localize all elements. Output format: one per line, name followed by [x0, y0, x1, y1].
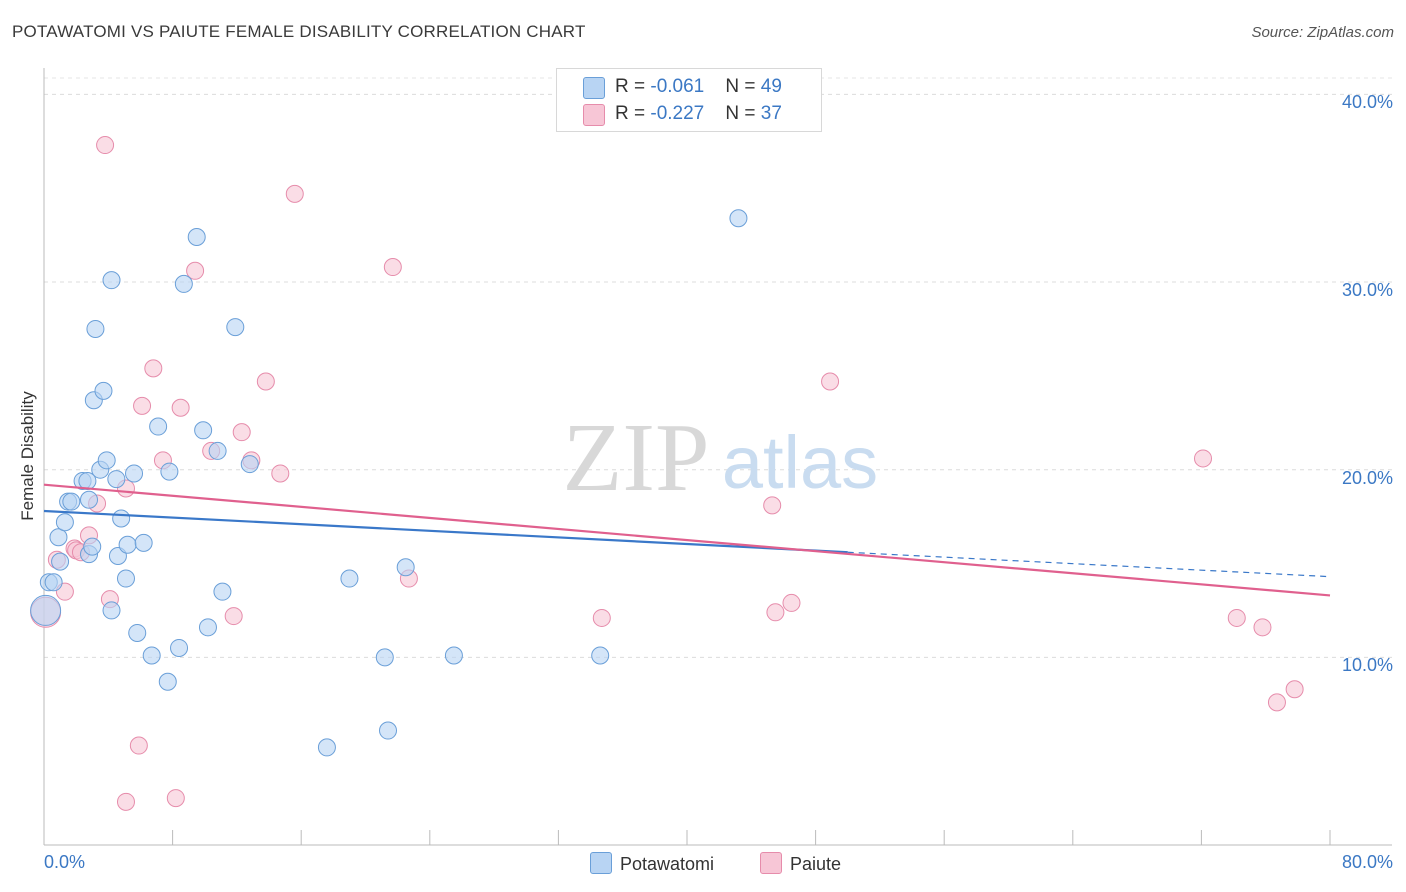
potawatomi-point — [199, 619, 216, 636]
y-tick-label: 40.0% — [1342, 92, 1393, 113]
potawatomi-point — [341, 570, 358, 587]
potawatomi-point — [31, 595, 61, 625]
potawatomi-point — [143, 647, 160, 664]
potawatomi-point — [108, 471, 125, 488]
potawatomi-trend-extension — [848, 552, 1330, 576]
paiute-point — [145, 360, 162, 377]
paiute-point — [134, 397, 151, 414]
paiute-legend-label: Paiute — [790, 854, 841, 874]
x-tick-max: 80.0% — [1342, 852, 1393, 873]
potawatomi-point — [159, 673, 176, 690]
r-label: R = — [615, 76, 650, 97]
potawatomi-point — [161, 463, 178, 480]
potawatomi-point — [195, 422, 212, 439]
y-tick-label: 10.0% — [1342, 655, 1393, 676]
potawatomi-point — [209, 442, 226, 459]
paiute-point — [1254, 619, 1271, 636]
potawatomi-point — [87, 320, 104, 337]
potawatomi-point — [376, 649, 393, 666]
potawatomi-point — [445, 647, 462, 664]
potawatomi-point — [81, 491, 98, 508]
potawatomi-point — [592, 647, 609, 664]
potawatomi-swatch — [583, 77, 605, 99]
potawatomi-point — [98, 452, 115, 469]
potawatomi-point — [318, 739, 335, 756]
gridlines — [44, 78, 1392, 657]
paiute-point — [1195, 450, 1212, 467]
paiute-point — [257, 373, 274, 390]
paiute-point — [1268, 694, 1285, 711]
potawatomi-point — [175, 275, 192, 292]
paiute-point — [225, 608, 242, 625]
potawatomi-point — [119, 536, 136, 553]
paiute-point — [767, 604, 784, 621]
potawatomi-point — [117, 570, 134, 587]
paiute-point — [272, 465, 289, 482]
paiute-point — [172, 399, 189, 416]
watermark-atlas: atlas — [722, 421, 878, 504]
r-value-paiute: -0.227 — [650, 103, 704, 124]
n-label: N = — [725, 76, 760, 97]
potawatomi-point — [214, 583, 231, 600]
r-label: R = — [615, 103, 650, 124]
potawatomi-point — [150, 418, 167, 435]
x-tick-min: 0.0% — [44, 852, 85, 873]
potawatomi-point — [171, 639, 188, 656]
potawatomi-point — [56, 514, 73, 531]
correlation-legend: R = -0.061 N = 49 R = -0.227 N = 37 — [556, 68, 822, 132]
potawatomi-point — [95, 382, 112, 399]
n-value-paiute: 37 — [761, 103, 782, 124]
n-value-potawatomi: 49 — [761, 76, 782, 97]
potawatomi-point — [52, 553, 69, 570]
paiute-point — [822, 373, 839, 390]
legend-item-potawatomi[interactable]: Potawatomi — [590, 852, 714, 875]
paiute-point — [97, 137, 114, 154]
potawatomi-point — [397, 559, 414, 576]
paiute-point — [384, 259, 401, 276]
y-tick-label: 30.0% — [1342, 280, 1393, 301]
potawatomi-point — [227, 319, 244, 336]
potawatomi-point — [135, 534, 152, 551]
paiute-point — [1286, 681, 1303, 698]
potawatomi-trend-line — [44, 511, 848, 552]
paiute-point — [130, 737, 147, 754]
paiute-point — [783, 594, 800, 611]
potawatomi-point — [103, 602, 120, 619]
paiute-point — [593, 609, 610, 626]
paiute-legend-swatch — [760, 852, 782, 874]
potawatomi-point — [241, 456, 258, 473]
potawatomi-point — [84, 538, 101, 555]
potawatomi-point — [129, 624, 146, 641]
paiute-point — [286, 185, 303, 202]
paiute-point — [1228, 609, 1245, 626]
watermark: ZIP atlas — [563, 404, 879, 512]
potawatomi-point — [103, 272, 120, 289]
scatter-chart: ZIP atlas — [0, 0, 1406, 892]
potawatomi-point — [113, 510, 130, 527]
legend-item-paiute[interactable]: Paiute — [760, 852, 841, 875]
potawatomi-legend-label: Potawatomi — [620, 854, 714, 874]
paiute-point — [167, 790, 184, 807]
paiute-point — [233, 424, 250, 441]
potawatomi-point — [188, 229, 205, 246]
potawatomi-point — [63, 493, 80, 510]
watermark-zip: ZIP — [563, 404, 710, 512]
n-label: N = — [725, 103, 760, 124]
potawatomi-point — [45, 574, 62, 591]
r-value-potawatomi: -0.061 — [650, 76, 704, 97]
potawatomi-point — [380, 722, 397, 739]
paiute-point — [764, 497, 781, 514]
y-tick-label: 20.0% — [1342, 468, 1393, 489]
potawatomi-point — [50, 529, 67, 546]
potawatomi-point — [730, 210, 747, 227]
paiute-swatch — [583, 104, 605, 126]
potawatomi-legend-swatch — [590, 852, 612, 874]
paiute-point — [117, 793, 134, 810]
potawatomi-point — [126, 465, 143, 482]
